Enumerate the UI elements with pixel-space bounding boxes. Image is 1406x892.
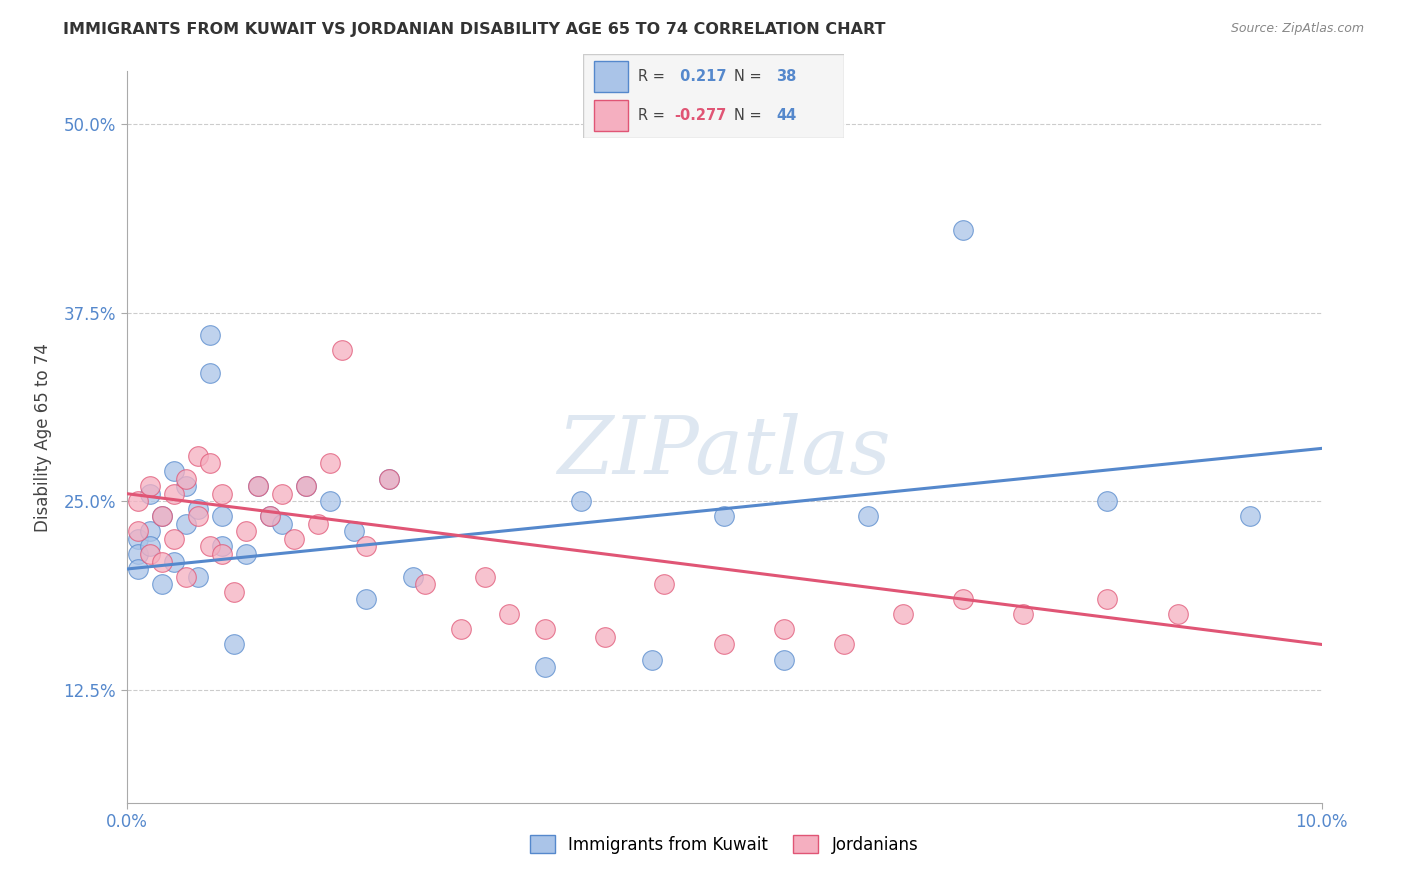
Point (235, 524, 257, 539)
Point (318, 494, 342, 508)
Point (152, 554, 174, 568)
Point (174, 569, 197, 583)
Point (641, 652, 664, 666)
FancyBboxPatch shape (593, 100, 627, 130)
Point (832, 637, 855, 651)
Point (200, 457, 222, 471)
Text: 0.217: 0.217 (675, 69, 725, 84)
Point (259, 509, 281, 524)
Point (163, 464, 186, 478)
Point (294, 479, 316, 493)
Point (211, 486, 233, 500)
Point (534, 660, 557, 674)
Point (952, 592, 974, 607)
Point (1239, 509, 1261, 524)
Point (127, 494, 149, 508)
Text: R =: R = (638, 69, 669, 84)
FancyBboxPatch shape (583, 54, 844, 138)
Point (856, 509, 879, 524)
Point (247, 479, 270, 493)
Point (294, 479, 316, 493)
Text: 38: 38 (776, 69, 796, 84)
Point (152, 577, 174, 591)
Point (211, 540, 233, 554)
Point (474, 569, 496, 583)
Point (163, 554, 186, 568)
Point (652, 577, 675, 591)
Point (187, 449, 209, 463)
Point (1095, 494, 1118, 508)
Point (713, 509, 735, 524)
Point (247, 479, 270, 493)
Point (127, 547, 149, 561)
Point (174, 479, 197, 493)
Point (593, 630, 616, 644)
Point (354, 540, 377, 554)
Point (163, 532, 186, 546)
Legend: Immigrants from Kuwait, Jordanians: Immigrants from Kuwait, Jordanians (523, 829, 925, 860)
Point (378, 471, 401, 485)
Point (952, 223, 974, 237)
Point (415, 577, 437, 591)
Point (773, 652, 796, 666)
FancyBboxPatch shape (593, 62, 627, 92)
Point (569, 494, 592, 508)
Point (378, 471, 401, 485)
Point (139, 540, 162, 554)
Point (200, 540, 222, 554)
Text: ZIPatlas: ZIPatlas (557, 413, 891, 491)
Point (354, 592, 377, 607)
Point (127, 562, 149, 576)
Point (713, 637, 735, 651)
Text: N =: N = (734, 108, 766, 123)
Point (152, 509, 174, 524)
Point (773, 623, 796, 637)
Point (1167, 607, 1189, 622)
Point (139, 524, 162, 539)
Point (1011, 607, 1033, 622)
Point (534, 623, 557, 637)
Point (174, 471, 197, 485)
Point (498, 607, 520, 622)
Point (127, 524, 149, 539)
Point (139, 486, 162, 500)
Text: R =: R = (638, 108, 669, 123)
Point (318, 457, 342, 471)
Point (259, 509, 281, 524)
Point (163, 486, 186, 500)
Point (402, 569, 425, 583)
Point (139, 479, 162, 493)
Point (235, 547, 257, 561)
Text: N =: N = (734, 69, 766, 84)
Text: IMMIGRANTS FROM KUWAIT VS JORDANIAN DISABILITY AGE 65 TO 74 CORRELATION CHART: IMMIGRANTS FROM KUWAIT VS JORDANIAN DISA… (63, 22, 886, 37)
Point (1095, 592, 1118, 607)
Point (187, 509, 209, 524)
Point (127, 532, 149, 546)
Point (283, 532, 305, 546)
Point (200, 328, 222, 343)
Point (139, 547, 162, 561)
Point (222, 637, 246, 651)
Point (152, 509, 174, 524)
Text: Source: ZipAtlas.com: Source: ZipAtlas.com (1230, 22, 1364, 36)
Y-axis label: Disability Age 65 to 74: Disability Age 65 to 74 (34, 343, 52, 532)
Point (174, 516, 197, 531)
Point (270, 516, 294, 531)
Text: 44: 44 (776, 108, 796, 123)
Point (893, 607, 915, 622)
Point (222, 584, 246, 599)
Point (307, 516, 329, 531)
Point (211, 509, 233, 524)
Point (187, 569, 209, 583)
Point (211, 547, 233, 561)
Text: -0.277: -0.277 (675, 108, 727, 123)
Point (270, 486, 294, 500)
Point (343, 524, 366, 539)
Point (450, 623, 472, 637)
Point (330, 343, 353, 358)
Point (187, 501, 209, 516)
Point (200, 366, 222, 380)
